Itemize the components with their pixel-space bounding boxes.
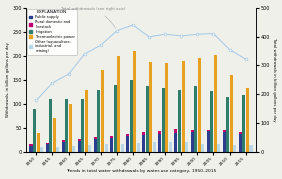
Bar bbox=[46, 144, 49, 152]
Bar bbox=[65, 99, 68, 152]
Bar bbox=[85, 90, 88, 152]
Bar bbox=[89, 145, 91, 152]
Bar bbox=[226, 97, 229, 152]
Text: Total withdrawals (see right axis): Total withdrawals (see right axis) bbox=[61, 8, 125, 28]
X-axis label: Trends in total water withdrawals by water-use category, 1950–2015: Trends in total water withdrawals by wat… bbox=[66, 170, 216, 173]
Bar bbox=[230, 75, 233, 152]
Legend: Public supply, Rural domestic and
livestock, Irrigation, Thermoelectric power, O: Public supply, Rural domestic and livest… bbox=[27, 9, 77, 55]
Bar bbox=[62, 142, 65, 152]
Y-axis label: Total withdrawals in billion gallons per day: Total withdrawals in billion gallons per… bbox=[272, 38, 276, 122]
Bar bbox=[178, 90, 181, 152]
Bar bbox=[158, 131, 161, 134]
Bar bbox=[217, 144, 220, 152]
Bar bbox=[182, 61, 184, 152]
Bar bbox=[174, 129, 177, 133]
Bar bbox=[142, 132, 145, 135]
Bar bbox=[198, 58, 201, 152]
Bar bbox=[126, 136, 129, 152]
Bar bbox=[78, 139, 81, 141]
Bar bbox=[94, 139, 97, 152]
Bar bbox=[114, 85, 116, 152]
Bar bbox=[191, 132, 193, 152]
Bar bbox=[81, 99, 84, 152]
Bar bbox=[72, 146, 75, 152]
Bar bbox=[101, 70, 104, 152]
Bar bbox=[98, 90, 100, 152]
Bar bbox=[117, 56, 120, 152]
Bar bbox=[121, 144, 124, 152]
Bar bbox=[130, 80, 133, 152]
Bar bbox=[49, 99, 52, 152]
Bar bbox=[223, 132, 226, 152]
Bar bbox=[239, 134, 242, 152]
Bar bbox=[191, 130, 193, 132]
Bar bbox=[78, 141, 81, 152]
Bar bbox=[246, 88, 249, 152]
Bar bbox=[37, 133, 40, 152]
Bar bbox=[33, 109, 36, 152]
Bar bbox=[30, 146, 32, 152]
Bar bbox=[110, 136, 113, 138]
Bar bbox=[153, 142, 156, 152]
Bar bbox=[185, 142, 188, 152]
Bar bbox=[62, 140, 65, 142]
Bar bbox=[214, 55, 217, 152]
Bar bbox=[239, 132, 242, 134]
Bar bbox=[223, 130, 226, 132]
Bar bbox=[46, 143, 49, 144]
Bar bbox=[166, 63, 168, 152]
Bar bbox=[110, 138, 113, 152]
Bar bbox=[233, 145, 236, 152]
Bar bbox=[137, 143, 140, 152]
Bar bbox=[210, 91, 213, 152]
Bar bbox=[40, 147, 43, 152]
Bar bbox=[105, 144, 108, 152]
Bar bbox=[162, 88, 165, 152]
Bar bbox=[194, 86, 197, 152]
Bar bbox=[149, 62, 152, 152]
Y-axis label: Withdrawals, in billion gallons per day: Withdrawals, in billion gallons per day bbox=[6, 43, 10, 117]
Bar bbox=[201, 144, 204, 152]
Bar bbox=[142, 135, 145, 152]
Bar bbox=[250, 145, 252, 152]
Bar bbox=[30, 144, 32, 146]
Bar bbox=[207, 130, 210, 131]
Bar bbox=[94, 137, 97, 139]
Bar bbox=[158, 134, 161, 152]
Bar bbox=[169, 142, 172, 152]
Bar bbox=[207, 131, 210, 152]
Bar bbox=[126, 134, 129, 136]
Bar bbox=[146, 86, 149, 152]
Bar bbox=[53, 118, 56, 152]
Bar bbox=[56, 147, 59, 152]
Bar bbox=[174, 133, 177, 152]
Bar bbox=[133, 51, 136, 152]
Bar bbox=[69, 104, 72, 152]
Bar bbox=[242, 95, 245, 152]
